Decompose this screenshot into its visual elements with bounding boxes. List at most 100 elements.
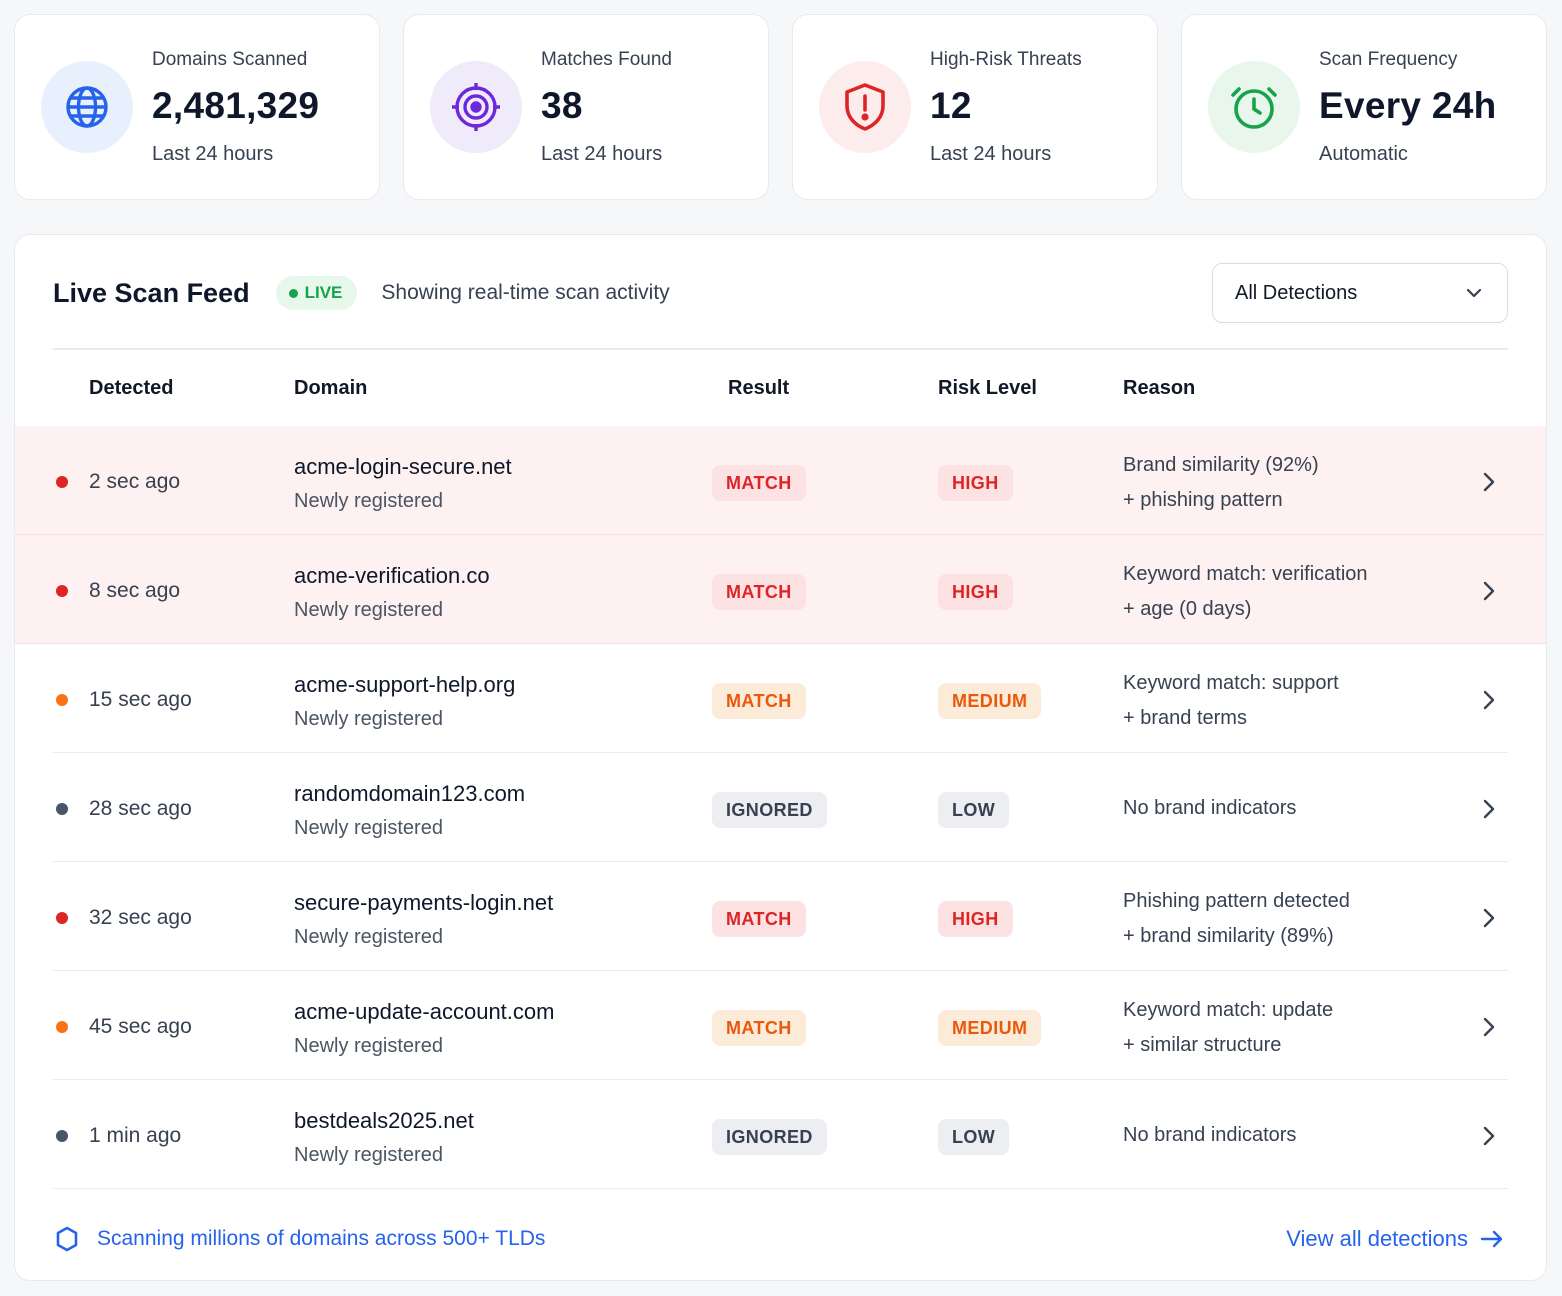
stat-sub: Automatic — [1319, 142, 1408, 165]
column-header-domain: Domain — [294, 377, 368, 399]
domain-status: Newly registered — [294, 817, 443, 839]
stat-value: 2,481,329 — [152, 84, 320, 126]
stat-sub: Last 24 hours — [152, 142, 274, 165]
domain-name: randomdomain123.com — [294, 781, 526, 806]
detected-time: 2 sec ago — [89, 470, 181, 493]
scanning-note-text: Scanning millions of domains across 500+… — [97, 1227, 546, 1250]
detected-time: 28 sec ago — [89, 797, 192, 820]
detections-filter-dropdown[interactable]: All Detections — [1212, 263, 1508, 323]
table-row[interactable]: 15 sec ago acme-support-help.org Newly reg… — [15, 644, 1546, 753]
chevron-right-icon[interactable] — [1478, 1012, 1500, 1042]
risk-dot-icon — [56, 912, 68, 924]
stat-label: Domains Scanned — [152, 48, 308, 70]
domain-name: acme-update-account.com — [294, 999, 555, 1024]
domain-status: Newly registered — [294, 926, 443, 948]
reason-line: Keyword match: support — [1123, 672, 1339, 694]
domain-name: acme-login-secure.net — [294, 454, 512, 479]
feed-title: Live Scan Feed — [53, 277, 250, 308]
row-divider — [53, 751, 1508, 753]
chevron-right-icon[interactable] — [1478, 576, 1500, 606]
filter-selected-value: All Detections — [1235, 281, 1358, 304]
risk-dot-icon — [56, 803, 68, 815]
risk-dot-icon — [56, 694, 68, 706]
reason-line: + phishing pattern — [1123, 489, 1283, 511]
row-divider — [53, 860, 1508, 862]
chevron-right-icon[interactable] — [1478, 903, 1500, 933]
column-header-risk-level: Risk Level — [938, 377, 1037, 399]
scanning-spinner-icon — [56, 1226, 78, 1252]
view-all-detections-link[interactable]: View all detections — [1286, 1226, 1504, 1252]
reason-line: Brand similarity (92%) — [1123, 454, 1319, 476]
chevron-right-icon[interactable] — [1478, 794, 1500, 824]
chevron-right-icon[interactable] — [1478, 1121, 1500, 1151]
domain-name: acme-verification.co — [294, 563, 490, 588]
row-divider — [15, 642, 1546, 644]
scanning-note: Scanning millions of domains across 500+… — [53, 1225, 545, 1253]
live-badge: LIVE — [275, 276, 358, 310]
chevron-right-icon[interactable] — [1478, 467, 1500, 497]
risk-dot-icon — [56, 476, 68, 488]
risk-level-badge: MEDIUM — [938, 683, 1042, 719]
column-header-detected: Detected — [89, 377, 174, 399]
live-dot-icon — [288, 288, 298, 298]
chevron-down-icon — [1466, 288, 1482, 298]
risk-dot-icon — [56, 585, 68, 597]
row-divider — [53, 1078, 1508, 1080]
table-row[interactable]: 32 sec ago secure-payments-login.net Newly… — [15, 862, 1546, 971]
stat-sub: Last 24 hours — [930, 142, 1052, 165]
result-badge: MATCH — [712, 574, 806, 610]
reason-line: + age (0 days) — [1123, 598, 1252, 620]
feed-subtitle: Showing real-time scan activity — [381, 281, 670, 304]
domain-status: Newly registered — [294, 599, 443, 621]
result-badge: MATCH — [712, 1010, 806, 1046]
row-divider — [53, 1187, 1508, 1189]
feed-header: Live Scan Feed LIVE Showing real-time sc… — [53, 263, 1508, 323]
table-row[interactable]: 28 sec ago randomdomain123.com Newly regis… — [15, 753, 1546, 862]
table-row[interactable]: 8 sec ago acme-verification.co Newly regis… — [15, 535, 1546, 644]
reason-line: + brand similarity (89%) — [1123, 925, 1334, 947]
detected-time: 45 sec ago — [89, 1015, 192, 1038]
live-scan-feed-panel: Live Scan Feed LIVE Showing real-time sc… — [14, 234, 1547, 1281]
stat-value: 38 — [541, 84, 583, 126]
stat-card-matches-found: Matches Found 38 Last 24 hours — [403, 14, 769, 200]
reason-line: Keyword match: verification — [1123, 563, 1368, 585]
domain-name: acme-support-help.org — [294, 672, 516, 697]
table-row[interactable]: 45 sec ago acme-update-account.com Newly r… — [15, 971, 1546, 1080]
risk-level-badge: LOW — [938, 792, 1010, 828]
stats-row: Domains Scanned 2,481,329 Last 24 hours … — [14, 14, 1547, 200]
chevron-right-icon[interactable] — [1478, 685, 1500, 715]
domain-status: Newly registered — [294, 708, 443, 730]
column-header-result: Result — [728, 377, 790, 399]
domain-status: Newly registered — [294, 1144, 443, 1166]
table-row[interactable]: 1 min ago bestdeals2025.net Newly register… — [15, 1080, 1546, 1189]
row-divider — [53, 969, 1508, 971]
clock-icon — [1208, 61, 1300, 153]
header-divider — [53, 348, 1508, 350]
stat-label: Matches Found — [541, 48, 672, 70]
target-icon — [430, 61, 522, 153]
reason-line: + similar structure — [1123, 1034, 1282, 1056]
stat-value: 12 — [930, 84, 972, 126]
risk-dot-icon — [56, 1021, 68, 1033]
risk-level-badge: HIGH — [938, 465, 1013, 501]
table-row[interactable]: 2 sec ago acme-login-secure.net Newly regi… — [15, 426, 1546, 535]
risk-dot-icon — [56, 1130, 68, 1142]
domain-status: Newly registered — [294, 1035, 443, 1057]
risk-level-badge: LOW — [938, 1119, 1010, 1155]
reason-line: + brand terms — [1123, 707, 1247, 729]
shield-alert-icon — [819, 61, 911, 153]
detected-time: 1 min ago — [89, 1124, 182, 1147]
stat-value: Every 24h — [1319, 84, 1497, 126]
stat-label: Scan Frequency — [1319, 48, 1458, 70]
reason-line: No brand indicators — [1123, 797, 1297, 819]
domain-name: secure-payments-login.net — [294, 890, 554, 915]
reason-line: No brand indicators — [1123, 1124, 1297, 1146]
detected-time: 32 sec ago — [89, 906, 192, 929]
view-all-label: View all detections — [1286, 1226, 1468, 1251]
stat-card-scan-frequency: Scan Frequency Every 24h Automatic — [1181, 14, 1547, 200]
column-header-reason: Reason — [1123, 377, 1196, 399]
row-divider — [15, 533, 1546, 535]
risk-level-badge: HIGH — [938, 901, 1013, 937]
result-badge: MATCH — [712, 901, 806, 937]
result-badge: IGNORED — [712, 792, 827, 828]
